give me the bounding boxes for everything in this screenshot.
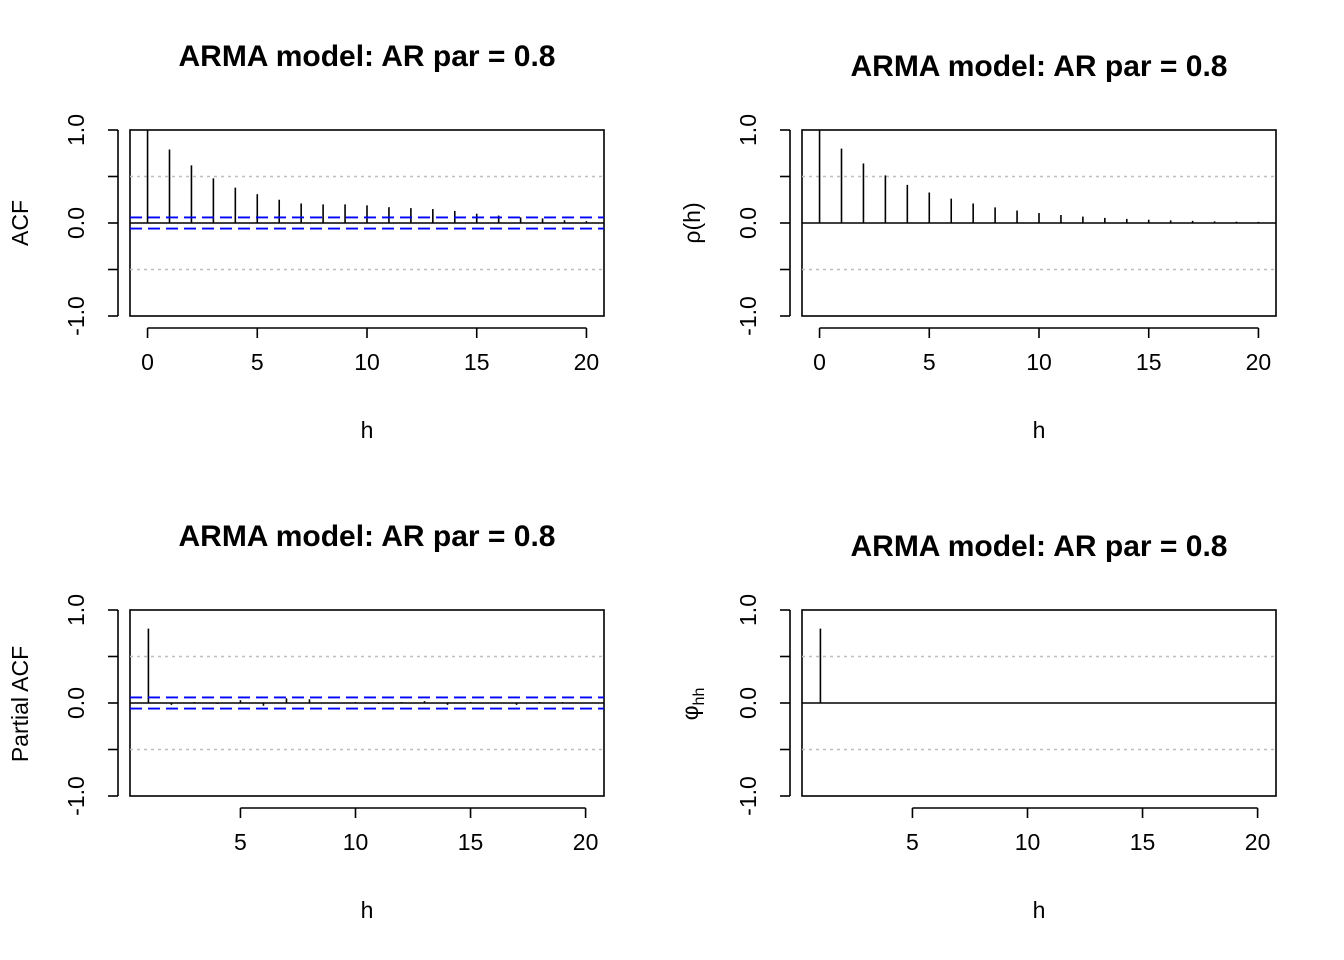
x-axis-label: h: [1033, 897, 1046, 923]
y-axis-label: Partial ACF: [7, 646, 33, 762]
x-tick-label: 15: [1136, 349, 1162, 375]
x-axis-label: h: [361, 897, 374, 923]
y-tick-label: -1.0: [63, 776, 89, 816]
x-tick-label: 5: [251, 349, 264, 375]
y-tick-label: 1.0: [63, 114, 89, 146]
y-tick-label: -1.0: [63, 296, 89, 336]
pacf-theoretical-panel: ARMA model: AR par = 0.8 h φhh -1.0 0.0 1.…: [677, 530, 1277, 923]
y-axis-label: ACF: [7, 200, 33, 246]
x-tick-label: 10: [1015, 829, 1041, 855]
y-axis-label: ρ(h): [679, 202, 705, 243]
y-tick-label: 1.0: [735, 594, 761, 626]
pacf-sample-panel: ARMA model: AR par = 0.8 h Partial ACF -…: [7, 520, 605, 923]
y-tick-label: 0.0: [63, 687, 89, 719]
x-tick-label: 15: [464, 349, 490, 375]
x-tick-label: 5: [923, 349, 936, 375]
x-tick-label: 10: [343, 829, 369, 855]
x-tick-label: 20: [1246, 349, 1272, 375]
y-tick-label: 1.0: [735, 114, 761, 146]
x-axis-label: h: [1033, 417, 1046, 443]
y-tick-label: -1.0: [735, 776, 761, 816]
y-axis-label: φhh: [677, 688, 708, 721]
x-tick-label: 20: [573, 829, 599, 855]
chart-title: ARMA model: AR par = 0.8: [850, 50, 1227, 83]
x-tick-label: 10: [354, 349, 380, 375]
x-axis-label: h: [361, 417, 374, 443]
y-axis-label-main: φ: [677, 705, 703, 720]
x-tick-label: 0: [141, 349, 154, 375]
acf-sample-panel: ARMA model: AR par = 0.8 h ACF -1.0 0.0 1.…: [7, 40, 605, 443]
x-tick-label: 5: [906, 829, 919, 855]
x-tick-label: 20: [1245, 829, 1271, 855]
y-tick-label: -1.0: [735, 296, 761, 336]
y-tick-label: 0.0: [63, 207, 89, 239]
chart-title: ARMA model: AR par = 0.8: [178, 520, 555, 553]
x-tick-label: 0: [813, 349, 826, 375]
x-tick-label: 10: [1026, 349, 1052, 375]
acf-theoretical-panel: ARMA model: AR par = 0.8 h ρ(h) -1.0 0.0 1…: [679, 50, 1277, 443]
y-axis-label-subscript: hh: [691, 688, 708, 706]
x-tick-label: 5: [234, 829, 247, 855]
y-tick-label: 0.0: [735, 687, 761, 719]
x-tick-label: 20: [574, 349, 600, 375]
chart-title: ARMA model: AR par = 0.8: [850, 530, 1227, 563]
x-tick-label: 15: [458, 829, 484, 855]
y-tick-label: 0.0: [735, 207, 761, 239]
chart-title: ARMA model: AR par = 0.8: [178, 40, 555, 73]
x-tick-label: 15: [1130, 829, 1156, 855]
y-tick-label: 1.0: [63, 594, 89, 626]
